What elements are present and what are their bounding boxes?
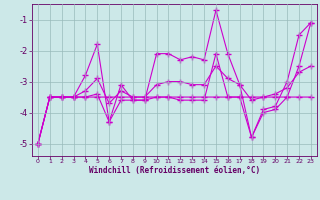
- X-axis label: Windchill (Refroidissement éolien,°C): Windchill (Refroidissement éolien,°C): [89, 166, 260, 175]
